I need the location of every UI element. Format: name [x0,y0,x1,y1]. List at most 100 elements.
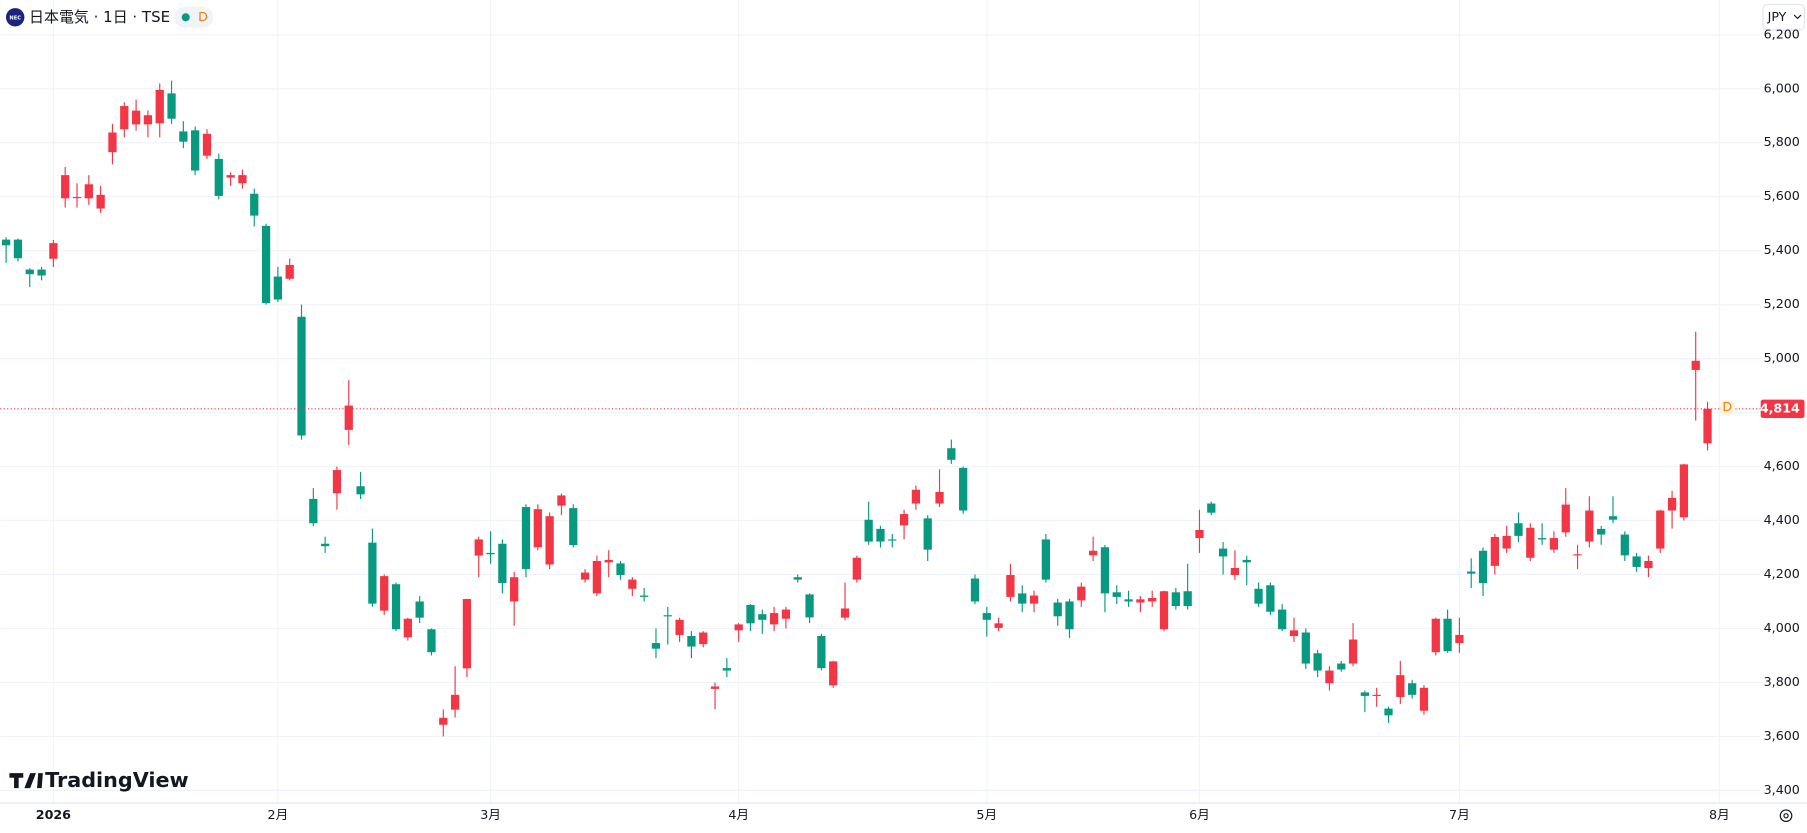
y-tick-label: 4,200 [1764,566,1800,581]
y-tick-label: 6,200 [1764,26,1800,41]
candle-body [1100,547,1110,594]
candle-body [1207,503,1216,513]
candle-body [864,519,873,542]
candle-body [1053,602,1062,617]
candle-body [628,579,637,589]
candle-body [1266,585,1275,612]
candle-body [911,489,921,504]
badge-bg [1719,399,1736,416]
candle-body [970,578,980,602]
candle-body [1301,632,1310,664]
candle-body [793,577,802,580]
candle-body [380,576,389,611]
candle-body [191,130,200,171]
candle-body [1608,516,1618,520]
x-tick-label: 2026 [36,807,71,822]
candle-body [1679,464,1689,518]
status-badge: D [198,9,208,24]
candle-body [1077,586,1086,601]
candle-body [297,316,306,436]
candle-body [1490,536,1499,566]
chevron [1793,14,1802,20]
x-tick-label: 4月 [728,807,749,822]
candle-body [510,577,519,602]
candle-body [1526,527,1535,558]
candle-body [1502,535,1511,549]
candle-body [580,572,590,580]
x-tick-label: 8月 [1709,807,1730,822]
candle-body [226,175,235,178]
candle-body [699,632,708,645]
candle-body [710,686,720,689]
x-tick-label: 2月 [268,807,289,822]
candle-body [143,115,153,125]
symbol-title: 日本電気 · 1日 · TSE [29,8,170,26]
logo [5,8,25,27]
candle-body [25,269,34,275]
settings-icon[interactable] [1779,809,1793,823]
candle-body [155,89,164,124]
candle-body [888,539,897,541]
candle-body [1337,663,1346,670]
candle-body [982,613,991,620]
logo-text: NEC [9,15,21,21]
candle-body [1,239,11,246]
settings-icon-core [1783,813,1789,819]
candle-body [96,194,105,209]
candle-body [1218,548,1228,557]
candle-body [1348,639,1358,664]
candle-body [131,110,141,125]
candle-body [1431,618,1440,653]
x-tick-label: 7月 [1449,807,1470,822]
price-badge: D [1722,399,1732,414]
candle-body [1632,556,1641,567]
candle-body [1537,538,1547,540]
candle-body [687,636,696,647]
candle-body [1360,692,1370,696]
status-dot [181,13,190,22]
candle-body [651,643,661,649]
candle-body [805,594,814,618]
candle-body [1667,497,1677,511]
candle-body [1029,595,1039,604]
y-tick-label: 3,800 [1764,674,1800,689]
currency-button[interactable] [1762,4,1806,31]
candle-body [368,542,377,604]
candle-body [1313,653,1322,671]
candle-body [1443,618,1452,652]
candle-body [1396,675,1405,697]
candle-body [1585,510,1594,542]
candle-body [959,467,968,511]
candle-body [1159,591,1169,630]
brand: TradingView [45,768,189,792]
x-tick-label: 5月 [976,807,997,822]
y-tick-label: 5,400 [1764,242,1800,257]
candle-body [557,495,566,506]
candle-body [1325,670,1334,684]
candle-body [817,636,826,669]
y-tick-label: 4,600 [1764,458,1800,473]
candle-body [486,552,495,555]
candle-body [1088,550,1098,556]
candles [1,80,1712,737]
candle-body [781,609,791,619]
candle-body [1230,568,1240,576]
candle-body [1195,529,1204,539]
candle-body [1691,360,1700,370]
candle-body [1006,575,1015,597]
candle-body [179,131,188,142]
last-price-label: 4,814 [1760,400,1800,415]
candle-body [403,618,412,638]
y-tick-label: 5,000 [1764,350,1800,365]
y-tick-label: 4,400 [1764,512,1800,527]
candle-body [309,498,318,524]
candle-body [1478,550,1488,584]
candle-body [427,629,436,653]
candle-body [1136,599,1145,603]
candle-body [202,133,212,156]
candle-body [321,543,330,547]
candle-body [84,184,93,199]
status-pill[interactable] [174,6,214,28]
candle-body [1278,609,1287,630]
